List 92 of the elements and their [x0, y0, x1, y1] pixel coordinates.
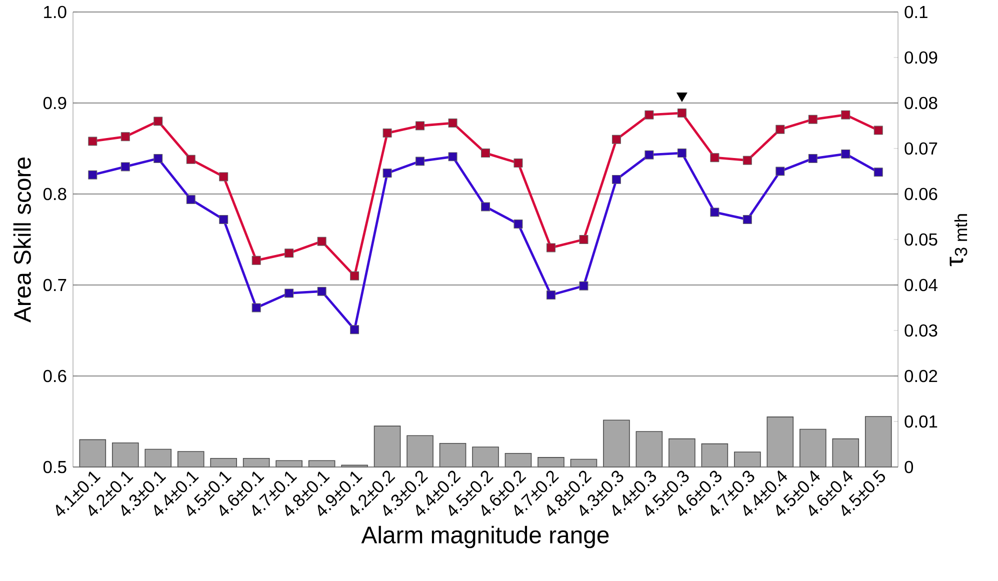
point: [612, 174, 621, 184]
point: [448, 118, 458, 128]
point: [644, 150, 654, 160]
y2-tick-label: 0.06: [904, 188, 938, 200]
bar: [112, 442, 139, 468]
y-tick-label: 0.5: [43, 460, 66, 474]
point: [154, 116, 163, 126]
bar: [177, 451, 204, 468]
point: [710, 208, 720, 217]
point: [219, 214, 228, 224]
point: [382, 168, 392, 178]
point: [677, 148, 686, 158]
bar: [701, 443, 728, 468]
y-tick-label: 1.0: [44, 6, 66, 18]
point: [481, 202, 490, 212]
point: [546, 290, 556, 300]
point: [742, 214, 752, 224]
point: [88, 136, 98, 146]
point: [579, 234, 588, 244]
point: [677, 108, 686, 118]
point: [186, 194, 196, 204]
point: [252, 256, 261, 265]
point: [612, 134, 621, 144]
point: [579, 281, 588, 290]
point: [154, 154, 163, 164]
point: [382, 128, 392, 138]
bar: [734, 452, 761, 468]
bar: [766, 416, 794, 468]
y-tick-label: 0.6: [43, 370, 66, 382]
bar: [210, 458, 237, 468]
y2-tick-label: 0.01: [904, 415, 938, 428]
bar: [832, 438, 860, 468]
point: [120, 132, 130, 142]
bar: [799, 428, 826, 468]
bar: [472, 446, 499, 468]
point: [874, 168, 883, 177]
y-axis-title: Area Skill score: [13, 158, 31, 322]
point: [350, 325, 360, 334]
point: [317, 286, 326, 296]
bar: [538, 457, 564, 468]
bar: [603, 420, 630, 468]
point: [448, 152, 458, 162]
y-tick-label: 0.7: [43, 278, 66, 292]
point: [776, 166, 785, 176]
point: [252, 303, 261, 312]
bar: [144, 448, 172, 468]
point: [514, 220, 523, 229]
point: [776, 124, 785, 134]
y2-tick-label: 0.04: [904, 278, 938, 292]
point: [808, 154, 818, 164]
point: [514, 158, 523, 168]
point: [317, 236, 326, 246]
y2-axis-title: τ$_{3 mth}$: [950, 214, 968, 266]
y2-tick-label: 0.05: [904, 233, 938, 246]
point: [120, 162, 130, 172]
point: [186, 154, 196, 164]
y-tick-label: 0.9: [43, 96, 66, 110]
y-tick-label: 0.8: [43, 188, 66, 200]
point: [481, 148, 490, 158]
point: [841, 149, 850, 158]
point: [742, 156, 752, 165]
y2-tick-label: 0.1: [904, 6, 928, 18]
y2-tick-label: 0: [904, 460, 914, 474]
y2-tick-label: 0.02: [904, 370, 938, 382]
point: [546, 243, 556, 252]
bar: [668, 438, 696, 468]
point: [284, 248, 294, 258]
y2-tick-label: 0.03: [904, 324, 938, 337]
y2-tick-label: 0.07: [904, 142, 938, 155]
x-axis-title: Alarm magnitude range: [361, 526, 609, 548]
bar: [636, 431, 663, 468]
point: [841, 110, 850, 120]
point: [284, 288, 294, 298]
point: [710, 153, 720, 162]
point: [808, 114, 818, 124]
point: [644, 110, 654, 120]
bar: [374, 426, 401, 468]
point: [874, 126, 883, 135]
point: [219, 172, 228, 182]
bar: [439, 442, 466, 468]
point: [350, 271, 360, 280]
bar: [79, 439, 106, 468]
point: [416, 156, 425, 166]
y2-tick-label: 0.08: [904, 96, 938, 110]
point: [88, 170, 98, 180]
bar: [276, 460, 302, 468]
point: [416, 121, 425, 130]
bar: [504, 452, 532, 468]
bar: [308, 460, 336, 468]
bar: [406, 435, 434, 468]
y2-tick-label: 0.09: [904, 51, 938, 64]
bar: [864, 416, 892, 468]
